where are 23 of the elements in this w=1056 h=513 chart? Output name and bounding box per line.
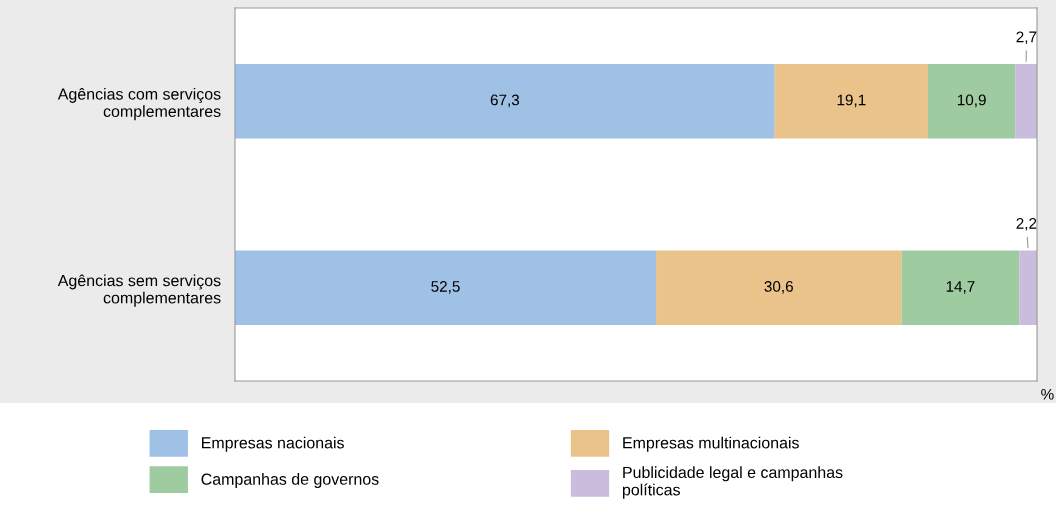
data-label: 10,9 [957, 94, 986, 108]
data-label: 52,5 [431, 281, 460, 294]
legend-label: Publicidade legal e campanhas políticas [622, 466, 843, 499]
data-label: 14,7 [946, 281, 975, 294]
x-axis-title: % [1041, 388, 1054, 400]
data-label: 19,1 [837, 94, 866, 108]
bar [235, 250, 657, 326]
legend-label: Campanhas de governos [201, 473, 379, 488]
data-label: 2,2 [1016, 217, 1037, 231]
bar [1015, 63, 1037, 139]
bar [901, 250, 1020, 326]
bar [235, 63, 775, 139]
bar [1019, 250, 1037, 326]
data-label: 30,6 [764, 281, 793, 294]
y-tick-label: Agências sem serviços complementares [57, 274, 221, 307]
bar [656, 250, 902, 326]
legend-label: Empresas nacionais [202, 436, 344, 452]
y-tick-label: Agências com serviços complementares [57, 87, 221, 121]
bar [774, 63, 928, 139]
data-label: 67,3 [490, 94, 520, 108]
legend-label: Empresas multinacionais [623, 436, 799, 452]
data-label: 2,7 [1016, 31, 1037, 45]
bar [927, 63, 1016, 139]
